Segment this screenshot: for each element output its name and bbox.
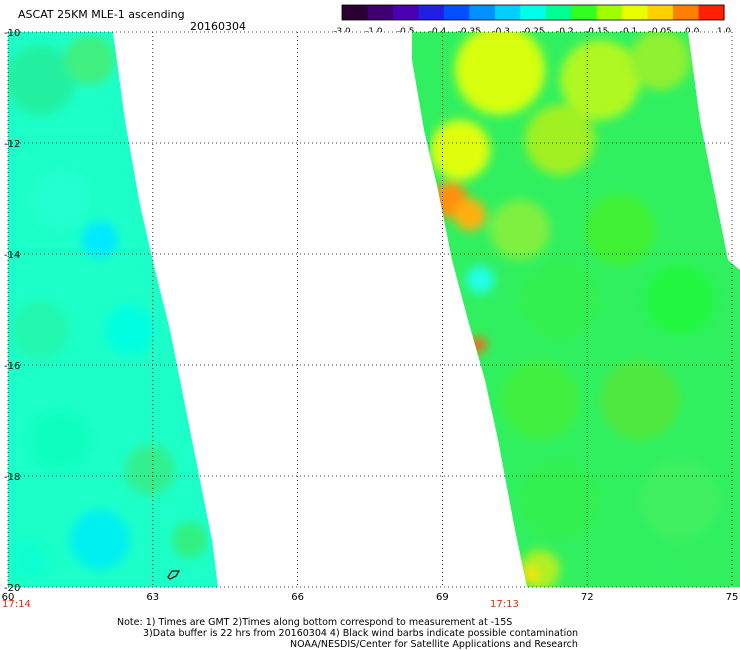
colorbar-segment	[596, 5, 623, 20]
lat-tick-label: -20	[4, 583, 20, 594]
figure-date: 20160304	[190, 20, 246, 33]
colorbar-segment	[622, 5, 649, 20]
colorbar-border	[341, 4, 725, 21]
colorbar-segment	[571, 5, 598, 20]
lon-tick-label: 69	[436, 592, 449, 603]
colorbar-segment	[469, 5, 496, 20]
colorbar	[341, 4, 725, 21]
colorbar-segment	[392, 5, 419, 20]
lat-tick-label: -16	[4, 361, 20, 372]
lon-tick-label: 75	[726, 592, 739, 603]
wind-barb-icon	[167, 570, 181, 580]
swath-right	[412, 32, 740, 587]
lat-tick-label: -18	[4, 472, 20, 483]
colorbar-segment	[673, 5, 700, 20]
colorbar-segment	[418, 5, 445, 20]
colorbar-segment	[520, 5, 547, 20]
map-grid	[7, 31, 733, 588]
lat-tick-label: -12	[4, 139, 20, 150]
note-line-2: 3)Data buffer is 22 hrs from 20160304 4)…	[143, 628, 578, 639]
colorbar-segment	[698, 5, 725, 20]
colorbar-segment	[367, 5, 394, 20]
colorbar-segment	[494, 5, 521, 20]
lon-tick-label: 60	[2, 592, 15, 603]
swath-time-right: 17:13	[490, 599, 519, 610]
lon-tick-label: 72	[581, 592, 594, 603]
note-line-3: NOAA/NESDIS/Center for Satellite Applica…	[290, 639, 578, 650]
note-line-1: Note: 1) Times are GMT 2)Times along bot…	[117, 617, 512, 628]
lat-tick-label: -10	[4, 28, 20, 39]
lon-tick-label: 66	[291, 592, 304, 603]
lon-tick-label: 63	[146, 592, 159, 603]
figure-title: ASCAT 25KM MLE-1 ascending	[18, 8, 185, 21]
lat-tick-label: -14	[4, 250, 20, 261]
swath-time-left: 17:14	[2, 599, 31, 610]
latitude-tick-labels: -10 -12 -14 -16 -18 -20	[4, 28, 20, 594]
colorbar-segment	[647, 5, 674, 20]
colorbar-segment	[342, 5, 369, 20]
longitude-tick-labels: 60 63 66 69 72 75	[2, 592, 739, 603]
colorbar-segment	[545, 5, 572, 20]
colorbar-segment	[443, 5, 470, 20]
